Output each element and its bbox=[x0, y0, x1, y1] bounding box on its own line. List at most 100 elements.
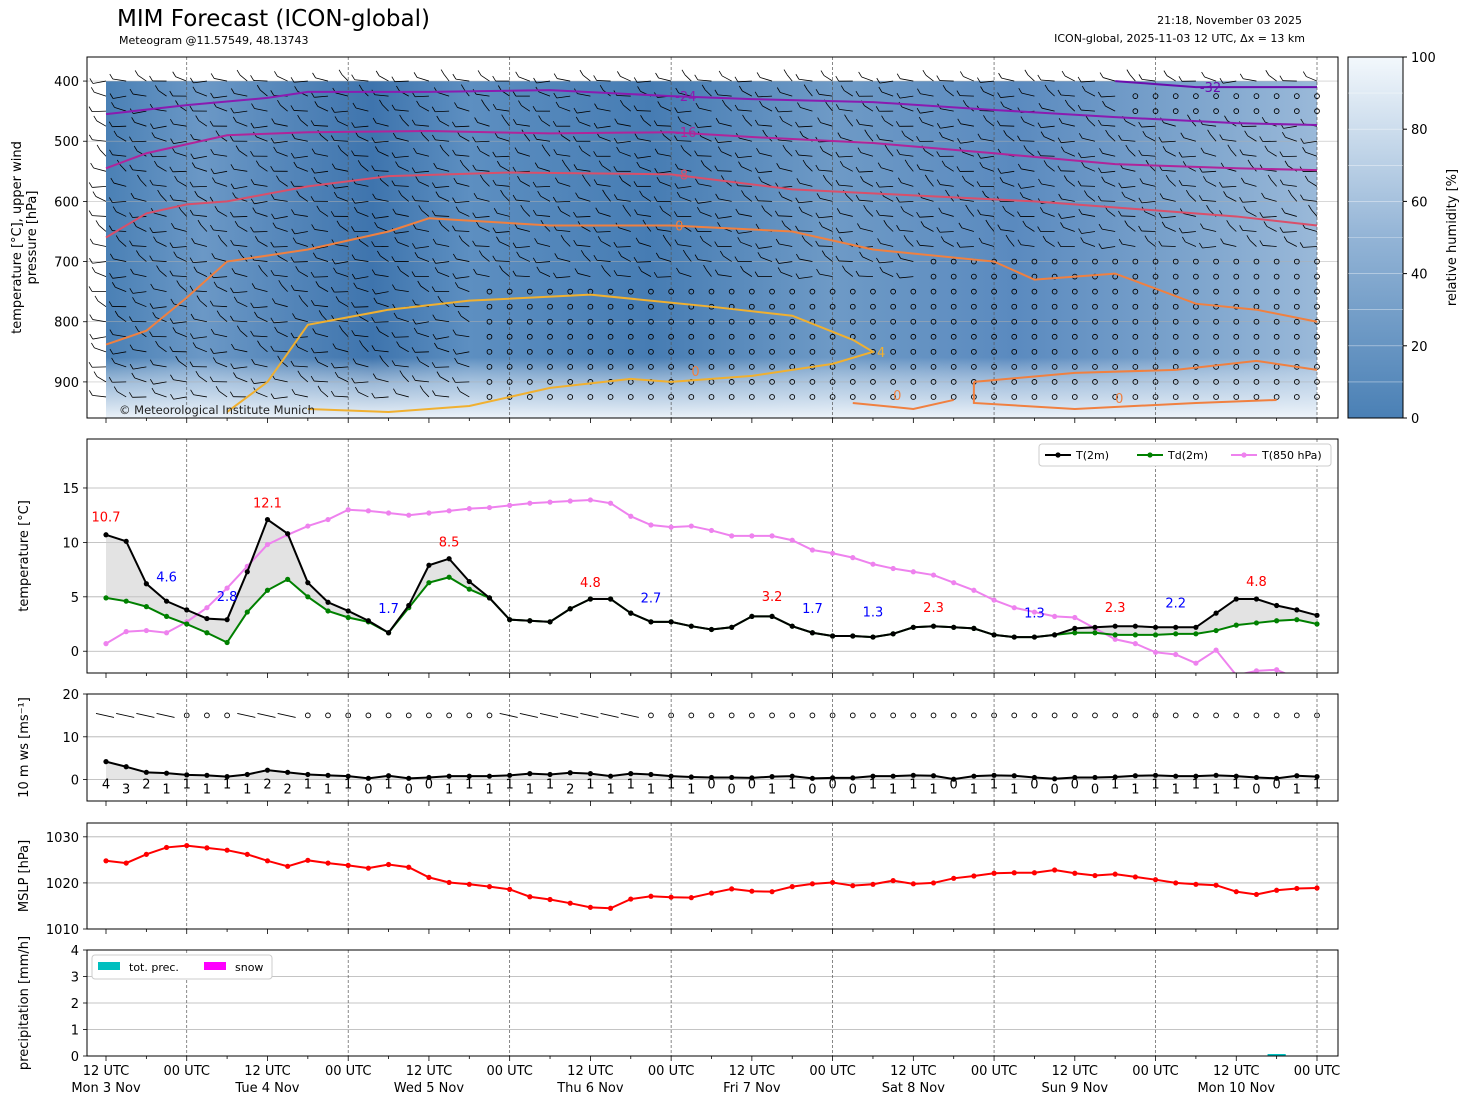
wind-barb-feather bbox=[553, 73, 558, 79]
wind-barb bbox=[919, 244, 934, 247]
wind-barb-feather bbox=[573, 136, 577, 142]
isotherm-0-lower-b bbox=[972, 381, 1277, 410]
wind-barb-feather bbox=[738, 85, 743, 92]
wind-barb-feather bbox=[91, 342, 95, 349]
wind-barb bbox=[657, 276, 672, 278]
wind-barb-feather bbox=[1078, 228, 1082, 234]
calm-wind-marker bbox=[1314, 394, 1320, 400]
calm-wind-marker bbox=[1233, 394, 1240, 400]
t2m-point bbox=[1112, 623, 1118, 629]
wind-barb bbox=[1064, 151, 1075, 157]
wind-barb-feather bbox=[778, 191, 783, 197]
wind-barb bbox=[1203, 228, 1217, 232]
wind-value-label: 2 bbox=[263, 777, 271, 792]
wind-barb-feather bbox=[194, 190, 199, 197]
calm-wind-marker bbox=[1092, 712, 1098, 719]
wind-barb bbox=[177, 180, 187, 187]
wind-barb bbox=[643, 119, 652, 127]
t2m-point bbox=[991, 632, 997, 638]
mslp-point bbox=[123, 860, 129, 866]
wind-barb-feather bbox=[1080, 237, 1085, 243]
wind-barb-feather bbox=[1078, 208, 1083, 215]
wind-barb bbox=[780, 92, 793, 97]
mslp-point bbox=[1294, 885, 1300, 892]
wind-barb bbox=[152, 306, 167, 309]
wind-barb-feather bbox=[1267, 174, 1272, 181]
wind-barb bbox=[376, 302, 389, 308]
wind-barb-feather bbox=[359, 340, 363, 346]
wind-barb bbox=[1021, 92, 1035, 97]
wind-barb bbox=[617, 123, 631, 127]
wind-value-label: 1 bbox=[889, 782, 897, 797]
wind-barb bbox=[319, 210, 329, 217]
wind-barb-feather bbox=[351, 122, 355, 128]
wind-barb bbox=[657, 170, 672, 174]
wind-barb-feather bbox=[250, 122, 255, 129]
wind-barb bbox=[354, 381, 369, 384]
wind-barb-feather bbox=[476, 145, 481, 152]
wind-barb bbox=[900, 258, 914, 262]
wind-barb bbox=[806, 89, 813, 97]
wind-barb-feather bbox=[674, 163, 679, 170]
t850-point bbox=[527, 500, 533, 506]
wind-barb-feather bbox=[89, 78, 94, 84]
t2m-point bbox=[1193, 624, 1199, 630]
wind-barb-feather bbox=[460, 84, 465, 90]
wind-barb-feather bbox=[740, 265, 744, 272]
wind-barb bbox=[275, 227, 288, 232]
calm-wind-marker bbox=[749, 364, 755, 370]
wind-speed-point bbox=[749, 775, 755, 781]
wind-barb-feather bbox=[371, 165, 375, 171]
wind-barb-feather bbox=[674, 135, 678, 141]
calm-wind-marker bbox=[1314, 379, 1320, 385]
calm-wind-marker bbox=[749, 394, 755, 400]
wind-barb-feather bbox=[501, 114, 505, 120]
wind-barb-feather bbox=[454, 282, 459, 288]
wind-barb-feather bbox=[835, 104, 840, 110]
wind-barb bbox=[193, 318, 207, 323]
surface-wind-barb bbox=[136, 712, 155, 718]
wind-barb-feather bbox=[714, 165, 719, 171]
calm-wind-marker bbox=[668, 712, 674, 719]
time-label: 00 UTC bbox=[1132, 1064, 1178, 1079]
isotherm--8 bbox=[105, 171, 1318, 239]
wind-barb-feather bbox=[212, 357, 217, 363]
calm-wind-marker bbox=[950, 379, 957, 385]
wind-barb-feather bbox=[374, 146, 379, 152]
wind-barb bbox=[1101, 95, 1116, 98]
calm-wind-marker bbox=[1273, 288, 1280, 295]
wind-barb-feather bbox=[1037, 74, 1042, 81]
wind-barb bbox=[1020, 244, 1035, 247]
wind-barb-feather bbox=[622, 204, 627, 211]
wind-barb-feather bbox=[842, 265, 846, 271]
wind-barb-feather bbox=[956, 242, 961, 248]
wind-barb-feather bbox=[997, 168, 1002, 174]
calm-wind-marker bbox=[1233, 318, 1240, 325]
extreme-label: 2.3 bbox=[1105, 601, 1126, 616]
wind-barb bbox=[213, 305, 228, 308]
t2m-point bbox=[163, 598, 170, 604]
wind-barb-feather bbox=[417, 280, 422, 287]
mslp-point bbox=[1173, 880, 1179, 886]
wind-barb-feather bbox=[917, 88, 921, 94]
wind-value-label: 0 bbox=[1272, 777, 1280, 792]
wind-barb-feather bbox=[715, 117, 720, 124]
wind-barb bbox=[1020, 185, 1035, 189]
calm-wind-marker bbox=[526, 364, 533, 370]
wind-barb-feather bbox=[496, 236, 500, 242]
calm-wind-marker bbox=[547, 333, 553, 340]
wind-barb bbox=[458, 211, 470, 217]
wind-barb-feather bbox=[492, 179, 497, 186]
wind-barb-feather bbox=[714, 89, 719, 96]
wind-barb-feather bbox=[936, 123, 941, 129]
wind-barb-feather bbox=[1165, 174, 1170, 181]
wind-barb-feather bbox=[394, 237, 399, 243]
td2m-point bbox=[325, 608, 331, 614]
calm-wind-marker bbox=[1092, 303, 1098, 310]
wind-barb-feather bbox=[1246, 235, 1251, 241]
calm-wind-marker bbox=[1051, 288, 1058, 295]
date-label: Tue 4 Nov bbox=[234, 1081, 299, 1096]
panel-frame bbox=[86, 438, 1339, 674]
wind-value-label: 0 bbox=[405, 782, 413, 797]
calm-wind-marker bbox=[526, 379, 533, 385]
